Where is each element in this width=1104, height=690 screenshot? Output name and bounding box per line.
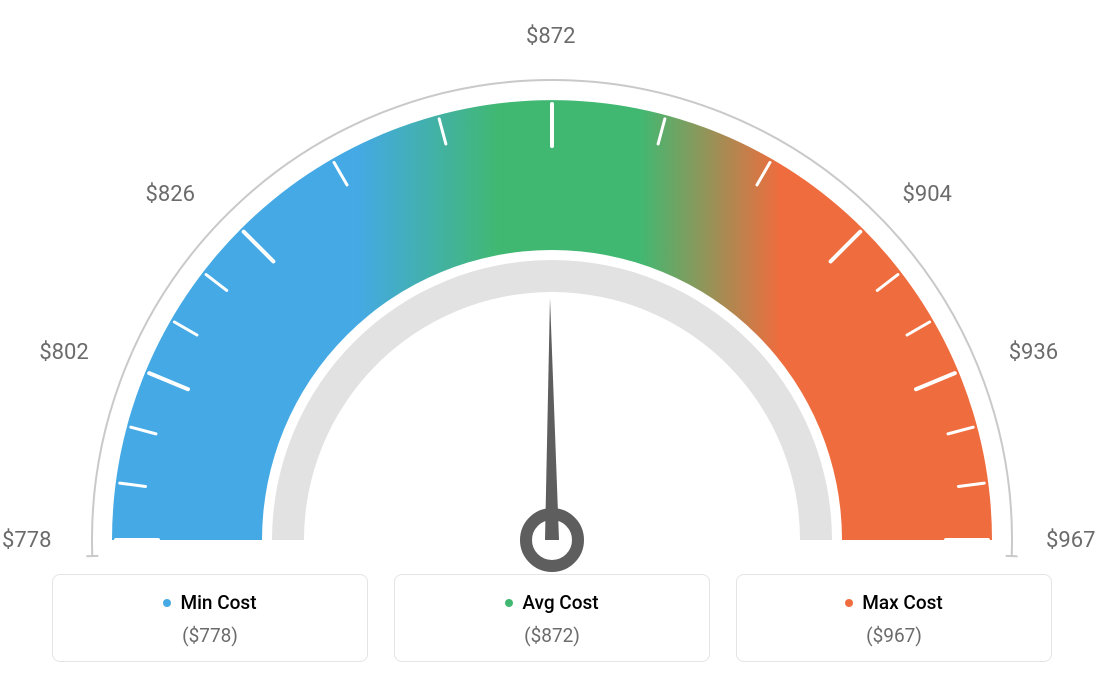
legend-card-max: Max Cost ($967) bbox=[736, 574, 1052, 662]
legend-label-avg: Avg Cost bbox=[522, 591, 598, 614]
legend-row: Min Cost ($778) Avg Cost ($872) Max Cost… bbox=[52, 574, 1052, 662]
legend-dot-min bbox=[163, 599, 171, 607]
gauge-tick-label: $802 bbox=[39, 340, 88, 365]
legend-title-avg: Avg Cost bbox=[505, 591, 598, 614]
gauge-tick-label: $967 bbox=[1046, 528, 1095, 553]
gauge-tick-label: $936 bbox=[1009, 340, 1058, 365]
legend-value-avg: ($872) bbox=[395, 624, 709, 647]
gauge-tick-label: $872 bbox=[526, 24, 575, 49]
legend-label-max: Max Cost bbox=[862, 591, 942, 614]
legend-dot-avg bbox=[505, 599, 513, 607]
gauge-chart: $778$802$826$872$904$936$967 bbox=[42, 20, 1062, 580]
legend-dot-max bbox=[845, 599, 853, 607]
legend-card-avg: Avg Cost ($872) bbox=[394, 574, 710, 662]
gauge-tick-label: $778 bbox=[2, 528, 51, 553]
legend-value-max: ($967) bbox=[737, 624, 1051, 647]
legend-value-min: ($778) bbox=[53, 624, 367, 647]
gauge-tick-label: $904 bbox=[902, 182, 951, 207]
gauge-svg bbox=[42, 20, 1062, 580]
gauge-tick-label: $826 bbox=[146, 182, 195, 207]
legend-label-min: Min Cost bbox=[180, 591, 256, 614]
legend-title-max: Max Cost bbox=[845, 591, 942, 614]
legend-card-min: Min Cost ($778) bbox=[52, 574, 368, 662]
legend-title-min: Min Cost bbox=[163, 591, 256, 614]
